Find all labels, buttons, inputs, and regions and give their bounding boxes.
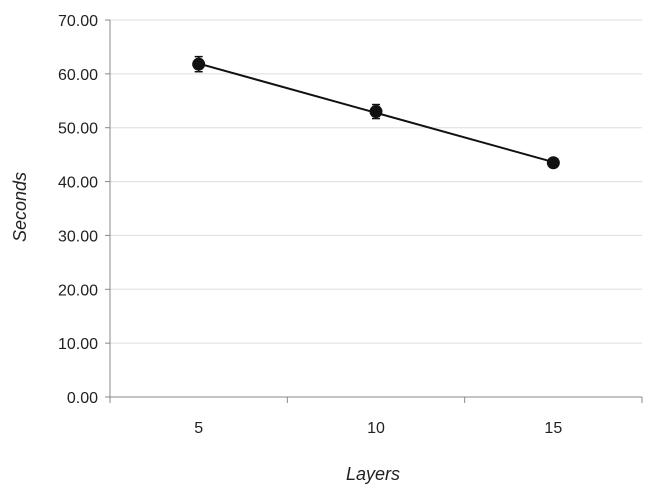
x-axis-title: Layers (346, 464, 400, 484)
y-tick-label: 0.00 (67, 390, 98, 407)
data-point (546, 156, 560, 170)
data-point (192, 57, 206, 71)
gridlines (110, 19, 642, 344)
y-tick-label: 60.00 (58, 67, 98, 84)
x-axis-ticks: 5 10 15 (109, 397, 643, 437)
y-axis-ticks: 0.00 10.00 20.00 30.00 40.00 50.00 60.00 70.00 (58, 13, 110, 407)
y-tick-label: 10.00 (58, 336, 98, 353)
x-tick-label: 5 (194, 420, 203, 437)
x-tick-label: 10 (367, 420, 385, 437)
data-points (192, 57, 560, 170)
y-tick-label: 30.00 (58, 228, 98, 245)
y-tick-label: 20.00 (58, 282, 98, 299)
y-axis-title: Seconds (10, 172, 30, 242)
y-tick-label: 40.00 (58, 175, 98, 192)
y-tick-label: 70.00 (58, 13, 98, 30)
data-point (369, 105, 383, 119)
x-tick-label: 15 (544, 420, 562, 437)
y-tick-label: 50.00 (58, 121, 98, 138)
